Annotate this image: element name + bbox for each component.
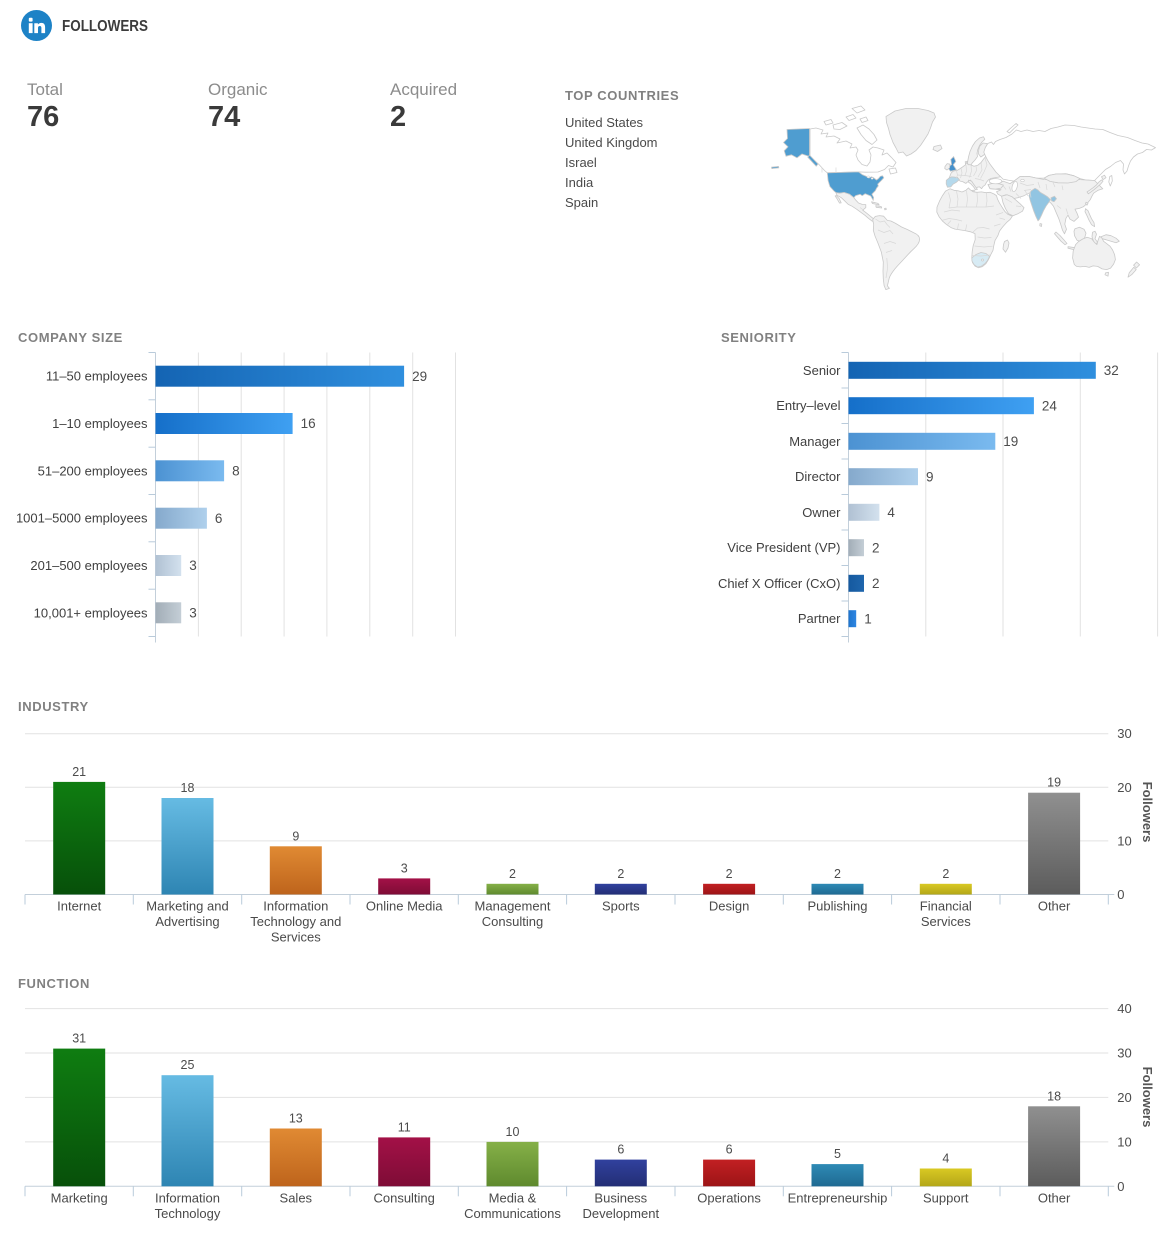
svg-text:Sales: Sales — [280, 1190, 313, 1205]
svg-text:Technology and: Technology and — [250, 914, 341, 929]
svg-text:Sports: Sports — [602, 899, 640, 914]
svg-text:4: 4 — [942, 1152, 949, 1166]
svg-text:21: 21 — [72, 765, 86, 779]
svg-text:8: 8 — [232, 464, 240, 479]
svg-text:2: 2 — [942, 867, 949, 881]
svg-text:Technology: Technology — [155, 1206, 221, 1221]
svg-text:Manager: Manager — [789, 434, 841, 449]
svg-text:9: 9 — [292, 829, 299, 843]
svg-text:18: 18 — [1047, 1089, 1061, 1103]
svg-text:Director: Director — [795, 469, 841, 484]
svg-text:29: 29 — [412, 369, 427, 384]
svg-text:6: 6 — [215, 511, 223, 526]
svg-text:Marketing: Marketing — [51, 1190, 108, 1205]
svg-text:6: 6 — [617, 1143, 624, 1157]
svg-text:Information: Information — [155, 1190, 220, 1205]
svg-text:40: 40 — [1117, 1001, 1131, 1016]
svg-text:32: 32 — [1104, 363, 1119, 378]
svg-text:Other: Other — [1038, 1190, 1071, 1205]
svg-text:19: 19 — [1003, 434, 1018, 449]
svg-text:20: 20 — [1117, 780, 1131, 795]
svg-text:10: 10 — [506, 1125, 520, 1139]
svg-text:Support: Support — [923, 1190, 969, 1205]
svg-text:Development: Development — [582, 1206, 659, 1221]
svg-text:19: 19 — [1047, 776, 1061, 790]
svg-text:11–50 employees: 11–50 employees — [46, 369, 148, 384]
svg-text:16: 16 — [301, 416, 316, 431]
svg-text:4: 4 — [887, 505, 895, 520]
svg-text:Advertising: Advertising — [155, 914, 219, 929]
svg-text:Operations: Operations — [697, 1190, 761, 1205]
svg-text:Design: Design — [709, 899, 749, 914]
svg-text:11: 11 — [398, 1120, 411, 1134]
svg-text:2: 2 — [726, 867, 733, 881]
svg-text:10: 10 — [1117, 1134, 1131, 1149]
svg-text:20: 20 — [1117, 1090, 1131, 1105]
svg-text:3: 3 — [189, 606, 197, 621]
svg-text:Entrepreneurship: Entrepreneurship — [788, 1190, 888, 1205]
svg-text:10,001+ employees: 10,001+ employees — [34, 605, 148, 620]
svg-text:Management: Management — [475, 899, 551, 914]
svg-text:Entry–level: Entry–level — [776, 398, 840, 413]
svg-text:Services: Services — [921, 914, 971, 929]
svg-text:9: 9 — [926, 469, 934, 484]
svg-text:Services: Services — [271, 930, 321, 945]
svg-text:FOLLOWERS: FOLLOWERS — [62, 18, 148, 35]
svg-text:Followers: Followers — [1140, 782, 1155, 843]
svg-text:31: 31 — [72, 1032, 86, 1046]
svg-text:Consulting: Consulting — [373, 1190, 434, 1205]
svg-text:Followers: Followers — [1140, 1067, 1155, 1128]
svg-text:2: 2 — [617, 867, 624, 881]
svg-text:Chief X Officer (CxO): Chief X Officer (CxO) — [718, 576, 841, 591]
svg-text:3: 3 — [401, 861, 408, 875]
svg-text:Financial: Financial — [920, 899, 972, 914]
svg-text:Communications: Communications — [464, 1206, 561, 1221]
svg-text:13: 13 — [289, 1112, 303, 1126]
svg-text:51–200 employees: 51–200 employees — [38, 463, 148, 478]
svg-text:5: 5 — [834, 1147, 841, 1161]
svg-text:0: 0 — [1117, 1179, 1124, 1194]
svg-text:1–10 employees: 1–10 employees — [52, 416, 148, 431]
svg-text:2: 2 — [872, 576, 880, 591]
svg-text:24: 24 — [1042, 398, 1058, 413]
svg-text:2: 2 — [509, 867, 516, 881]
svg-text:Senior: Senior — [803, 363, 841, 378]
svg-text:Other: Other — [1038, 899, 1071, 914]
svg-text:1001–5000 employees: 1001–5000 employees — [16, 511, 148, 526]
svg-text:6: 6 — [726, 1143, 733, 1157]
svg-text:Internet: Internet — [57, 899, 101, 914]
svg-text:2: 2 — [872, 541, 880, 556]
svg-text:25: 25 — [181, 1058, 195, 1072]
svg-text:2: 2 — [834, 867, 841, 881]
svg-text:Partner: Partner — [798, 611, 841, 626]
svg-text:30: 30 — [1117, 726, 1131, 741]
svg-text:Publishing: Publishing — [808, 899, 868, 914]
svg-text:Business: Business — [594, 1190, 647, 1205]
svg-text:Consulting: Consulting — [482, 914, 543, 929]
svg-text:Media &: Media & — [489, 1190, 537, 1205]
svg-text:18: 18 — [181, 781, 195, 795]
svg-text:3: 3 — [189, 558, 197, 573]
svg-text:Vice President (VP): Vice President (VP) — [727, 540, 840, 555]
svg-text:10: 10 — [1117, 833, 1131, 848]
svg-text:Online Media: Online Media — [366, 899, 443, 914]
svg-text:201–500 employees: 201–500 employees — [30, 558, 148, 573]
svg-text:0: 0 — [1117, 887, 1124, 902]
svg-text:Information: Information — [263, 899, 328, 914]
svg-text:Marketing and: Marketing and — [146, 899, 228, 914]
svg-text:30: 30 — [1117, 1046, 1131, 1061]
svg-text:1: 1 — [864, 612, 872, 627]
svg-text:Owner: Owner — [802, 505, 841, 520]
